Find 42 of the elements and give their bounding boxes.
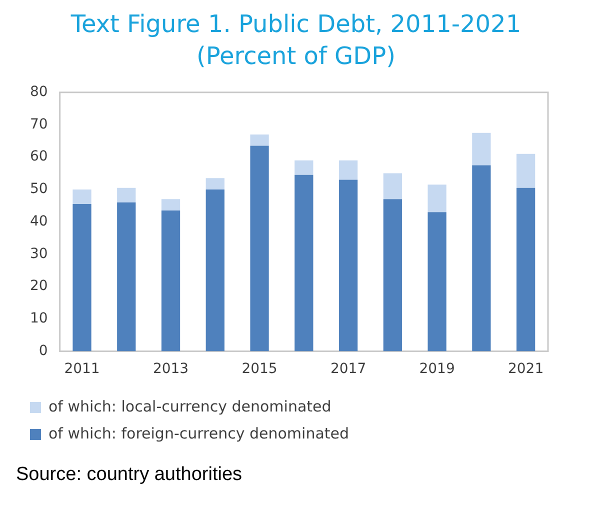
- bar: [428, 212, 446, 352]
- bar: [161, 199, 180, 210]
- y-tick-label: 50: [30, 181, 48, 198]
- y-tick-label: 40: [30, 213, 48, 230]
- legend-label: of which: foreign-currency denominated: [48, 424, 350, 442]
- bar: [72, 189, 92, 204]
- y-tick-label: 80: [30, 84, 48, 100]
- y-tick-label: 60: [30, 148, 48, 165]
- chart-subtitle: (Percent of GDP): [196, 41, 396, 72]
- bar: [472, 165, 491, 352]
- x-tick-label: 2011: [64, 361, 100, 378]
- bar: [72, 204, 92, 352]
- bar: [383, 173, 402, 200]
- bar: [117, 202, 136, 352]
- bar: [516, 188, 536, 352]
- x-tick-label: 2019: [419, 361, 455, 378]
- bar: [428, 184, 446, 212]
- bar: [383, 199, 402, 352]
- bar: [338, 160, 358, 180]
- y-tick-label: 0: [38, 342, 48, 359]
- x-tick-label: 2015: [242, 361, 278, 378]
- bar: [516, 154, 536, 188]
- bar: [250, 146, 269, 352]
- source-note: Source: country authorities: [16, 464, 244, 486]
- chart-title: Text Figure 1. Public Debt, 2011-2021: [70, 9, 522, 40]
- bar: [117, 188, 136, 202]
- legend-label: of which: local-currency denominated: [48, 397, 332, 416]
- x-tick-label: 2017: [330, 361, 366, 378]
- x-tick-label: 2021: [508, 361, 544, 378]
- y-tick-label: 10: [30, 310, 48, 326]
- y-tick-label: 70: [30, 116, 48, 132]
- bar: [294, 174, 314, 352]
- bar: [472, 132, 491, 166]
- bar: [294, 160, 314, 175]
- bar: [161, 210, 180, 352]
- bar: [206, 178, 224, 190]
- y-tick-label: 30: [30, 246, 48, 262]
- x-tick-label: 2013: [152, 361, 189, 378]
- bar: [250, 134, 269, 146]
- bar: [338, 180, 358, 352]
- y-tick-label: 20: [30, 278, 48, 294]
- bar: [206, 189, 224, 352]
